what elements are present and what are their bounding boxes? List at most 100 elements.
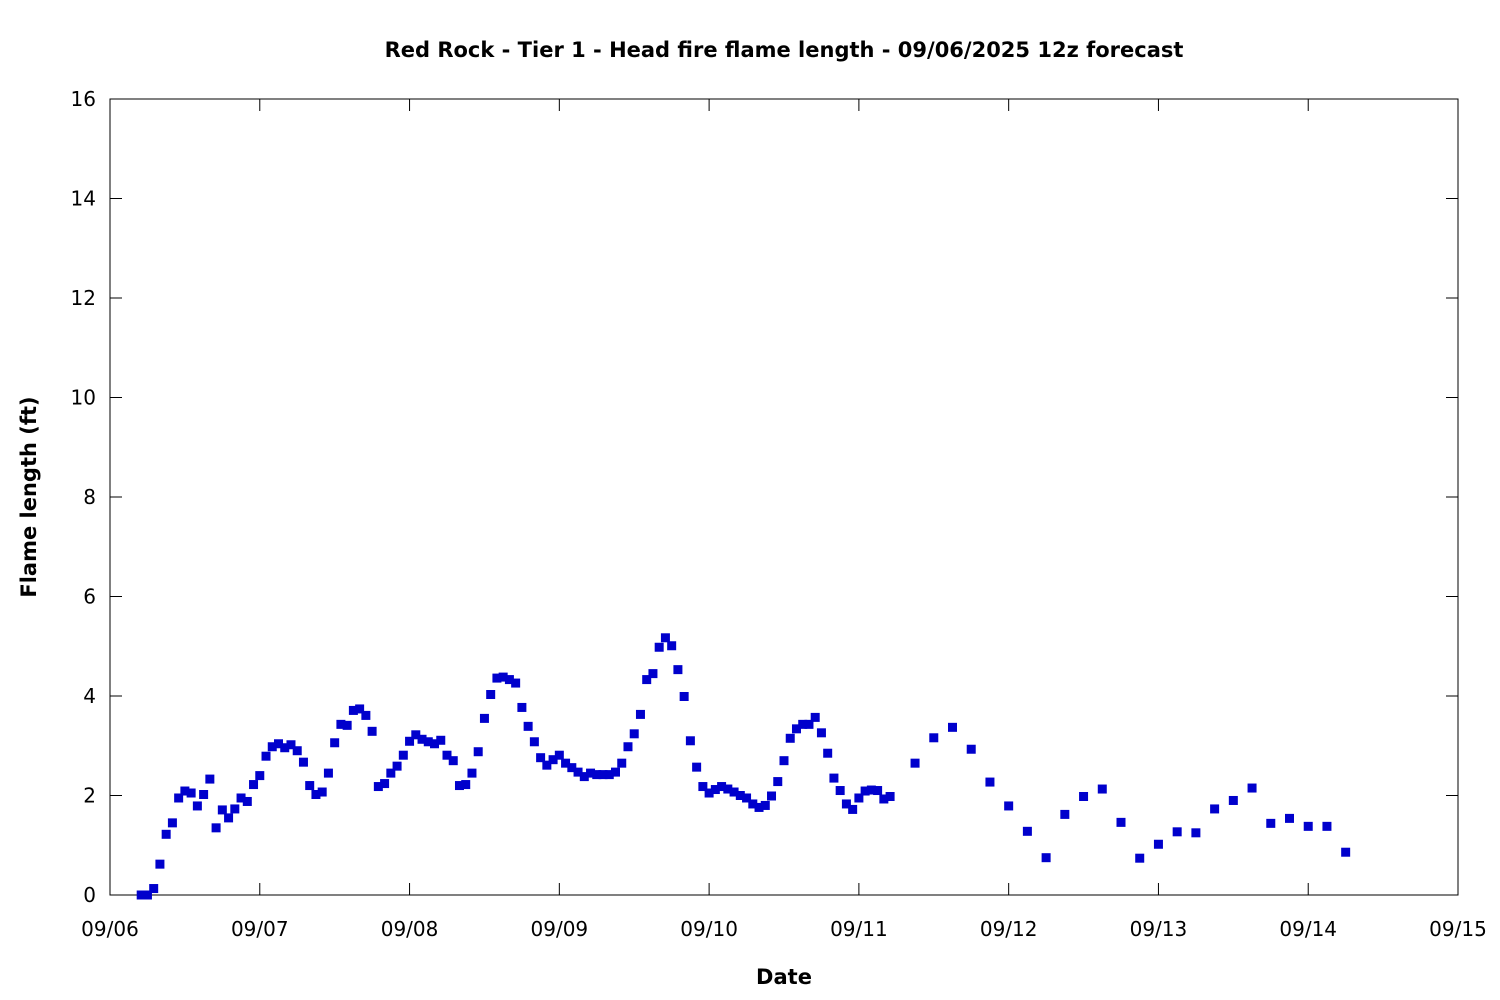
data-point [742, 793, 752, 803]
data-point [274, 739, 283, 749]
data-point [804, 719, 814, 729]
data-point [1341, 847, 1351, 857]
data-point [598, 770, 608, 780]
x-tick-label: 09/09 [531, 917, 589, 941]
data-point [648, 669, 658, 679]
x-tick-label: 09/15 [1429, 917, 1487, 941]
data-point [430, 739, 440, 749]
data-point [798, 719, 808, 729]
data-point [567, 763, 577, 773]
y-tick-label: 8 [83, 485, 96, 509]
data-point [810, 712, 820, 722]
data-point [261, 751, 271, 761]
data-point [735, 791, 745, 800]
y-axis: 0 2 4 6 8 10 12 14 16 [71, 87, 1458, 907]
data-point [523, 721, 533, 731]
data-point [1041, 853, 1051, 863]
data-point [348, 705, 358, 715]
data-point [1004, 801, 1014, 811]
data-point [791, 724, 801, 734]
data-point [361, 710, 371, 720]
data-point [380, 779, 390, 789]
x-tick-label: 09/10 [680, 917, 738, 941]
data-point [929, 733, 939, 743]
data-point [816, 728, 826, 738]
data-point [317, 787, 327, 797]
data-point [436, 735, 446, 745]
y-tick-label: 12 [71, 286, 96, 310]
data-point [386, 768, 396, 778]
x-tick-label: 09/07 [231, 917, 289, 941]
data-point [1210, 804, 1220, 814]
x-axis-label: Date [756, 965, 812, 989]
data-point [217, 805, 227, 815]
data-point [654, 642, 664, 652]
data-point [579, 772, 589, 782]
y-axis-label: Flame length (ft) [17, 396, 41, 597]
data-point [199, 790, 209, 800]
data-point [280, 743, 290, 753]
data-point [542, 760, 552, 770]
y-tick-label: 2 [83, 784, 96, 808]
data-point [592, 770, 602, 780]
data-point [710, 785, 720, 795]
data-point [149, 884, 159, 894]
data-point [504, 675, 514, 685]
data-point [448, 756, 458, 766]
data-point [323, 768, 333, 778]
data-point [1228, 795, 1238, 805]
data-point [1266, 818, 1276, 828]
data-point [498, 672, 508, 682]
data-point [1116, 817, 1126, 827]
data-point [642, 675, 652, 685]
data-point [704, 788, 714, 798]
x-tick-label: 09/12 [980, 917, 1038, 941]
data-point [336, 719, 346, 729]
data-point [860, 786, 870, 796]
data-point [392, 761, 402, 771]
data-point [454, 781, 464, 791]
data-point [492, 673, 502, 683]
data-point [423, 737, 433, 747]
x-tick-label: 09/11 [830, 917, 888, 941]
data-point [692, 762, 702, 772]
data-point [854, 793, 864, 803]
data-point [398, 750, 408, 760]
data-point [342, 720, 352, 730]
data-point [192, 801, 202, 811]
data-point [373, 782, 383, 792]
data-point [748, 799, 758, 809]
data-point [1135, 853, 1145, 863]
data-point [1022, 826, 1032, 836]
data-point [866, 785, 876, 795]
data-point [511, 678, 521, 688]
data-point [174, 793, 184, 803]
y-tick-label: 14 [71, 187, 96, 211]
y-tick-label: 10 [71, 386, 96, 410]
data-point [966, 744, 976, 754]
data-point [292, 746, 302, 756]
data-point [823, 748, 833, 758]
data-point [1191, 828, 1201, 838]
data-point [473, 747, 483, 757]
data-point [180, 786, 190, 796]
data-point [885, 791, 895, 801]
y-tick-label: 0 [83, 883, 96, 907]
data-point [985, 777, 995, 787]
data-point [536, 753, 546, 763]
data-point [548, 755, 558, 765]
data-point [879, 794, 889, 804]
data-point [729, 787, 739, 797]
data-point [617, 758, 627, 768]
data-point [517, 702, 527, 712]
data-point [305, 781, 315, 791]
y-tick-label: 6 [83, 585, 96, 609]
data-point [330, 738, 340, 748]
data-point [411, 730, 421, 740]
data-point [698, 782, 708, 792]
data-point [1303, 821, 1313, 831]
data-point [623, 742, 633, 752]
data-point [779, 756, 789, 766]
x-tick-label: 09/06 [81, 917, 139, 941]
